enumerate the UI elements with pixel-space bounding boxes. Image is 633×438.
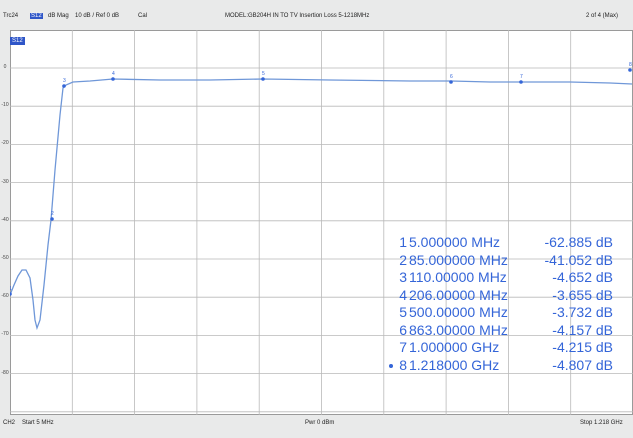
- marker-flag-label: 5: [262, 71, 265, 77]
- cal-label[interactable]: Cal: [138, 13, 148, 19]
- marker-table: 1 5.000000 MHz -62.885 dB 2 85.000000 MHz -41…: [385, 234, 625, 374]
- marker-value: -62.885 dB: [544, 234, 614, 250]
- scale-label[interactable]: 10 dB / Ref 0 dB: [75, 13, 120, 19]
- format-label[interactable]: dB Mag: [48, 13, 69, 19]
- stop-label[interactable]: Stop 1.218 GHz: [580, 420, 623, 426]
- marker-row[interactable]: 7 1.000000 GHz -4.215 dB: [385, 339, 625, 357]
- y-tick-label: -80: [1, 369, 9, 376]
- marker-frequency: 206.00000 MHz: [409, 286, 508, 303]
- marker-id: 7: [399, 339, 407, 355]
- marker-flag-label: 4: [112, 71, 115, 77]
- page-indicator: 2 of 4 (Max): [586, 13, 619, 19]
- marker-point: [111, 77, 115, 81]
- marker-value: -3.732 dB: [552, 304, 613, 320]
- marker-flag-label: 8: [629, 62, 632, 68]
- power-label[interactable]: Pwr 0 dBm: [305, 420, 335, 426]
- active-marker-icon: [389, 363, 393, 368]
- marker-frequency: 500.00000 MHz: [409, 304, 508, 320]
- marker-row[interactable]: 5 500.00000 MHz -3.732 dB: [385, 304, 625, 322]
- marker-frequency: 1.218000 GHz: [409, 356, 500, 373]
- marker-value: -4.807 dB: [552, 356, 613, 373]
- y-tick-label: -50: [1, 255, 9, 261]
- marker-value: -41.052 dB: [544, 251, 614, 268]
- marker-frequency: 85.000000 MHz: [409, 251, 508, 268]
- marker-id: 2: [399, 251, 407, 268]
- marker-frequency: 5.000000 MHz: [409, 234, 501, 250]
- status-header: Trc24 S12 dB Mag 10 dB / Ref 0 dB Cal MO…: [0, 0, 633, 30]
- marker-point: [449, 80, 453, 84]
- start-label[interactable]: Start 5 MHz: [22, 420, 54, 426]
- marker-flag-label: 6: [450, 74, 453, 80]
- marker-frequency: 110.00000 MHz: [409, 269, 507, 285]
- trace-label[interactable]: Trc24: [3, 13, 19, 19]
- s-parameter-label[interactable]: S12: [30, 13, 43, 19]
- y-tick-label: -30: [1, 178, 9, 185]
- marker-flag-label: 1: [10, 286, 12, 292]
- marker-row[interactable]: 2 85.000000 MHz -41.052 dB: [385, 252, 625, 270]
- marker-point: [261, 77, 265, 81]
- channel-label: CH2: [3, 420, 16, 426]
- y-tick-label: -70: [1, 331, 9, 338]
- y-tick-label: -10: [1, 102, 9, 109]
- marker-point: [50, 217, 54, 221]
- y-tick-label: -40: [1, 216, 9, 223]
- marker-point: [519, 80, 523, 84]
- trace-badge[interactable]: S12: [10, 37, 25, 45]
- marker-row[interactable]: 3 110.00000 MHz -4.652 dB: [385, 269, 625, 287]
- marker-point: [10, 292, 12, 296]
- chart-title: MODEL:GB204H IN TO TV Insertion Loss 5-1…: [225, 13, 370, 19]
- y-tick-label: -60: [1, 293, 9, 300]
- marker-id: 4: [399, 286, 407, 303]
- marker-id: 6: [399, 321, 407, 338]
- y-tick-label: -20: [1, 140, 9, 147]
- marker-value: -4.652 dB: [552, 269, 613, 285]
- marker-row[interactable]: 4 206.00000 MHz -3.655 dB: [385, 287, 625, 305]
- marker-frequency: 1.000000 GHz: [409, 339, 500, 355]
- marker-row[interactable]: 8 1.218000 GHz -4.807 dB: [385, 357, 625, 375]
- marker-id: 5: [399, 304, 407, 320]
- marker-row[interactable]: 6 863.00000 MHz -4.157 dB: [385, 322, 625, 340]
- marker-value: -3.655 dB: [552, 286, 613, 303]
- marker-value: -4.215 dB: [552, 339, 613, 355]
- y-tick-label: 0: [3, 64, 7, 70]
- marker-point: [62, 84, 66, 88]
- marker-row[interactable]: 1 5.000000 MHz -62.885 dB: [385, 234, 625, 252]
- marker-id: 1: [399, 234, 407, 250]
- marker-flag-label: 2: [51, 211, 54, 217]
- marker-id: 8: [399, 356, 407, 373]
- status-footer: CH2 Start 5 MHz Pwr 0 dBm Stop 1.218 GHz: [0, 415, 633, 438]
- marker-flag-label: 7: [520, 74, 523, 80]
- marker-point: [628, 68, 632, 72]
- marker-frequency: 863.00000 MHz: [409, 321, 508, 338]
- marker-id: 3: [399, 269, 407, 285]
- marker-flag-label: 3: [63, 78, 66, 84]
- marker-value: -4.157 dB: [552, 321, 613, 338]
